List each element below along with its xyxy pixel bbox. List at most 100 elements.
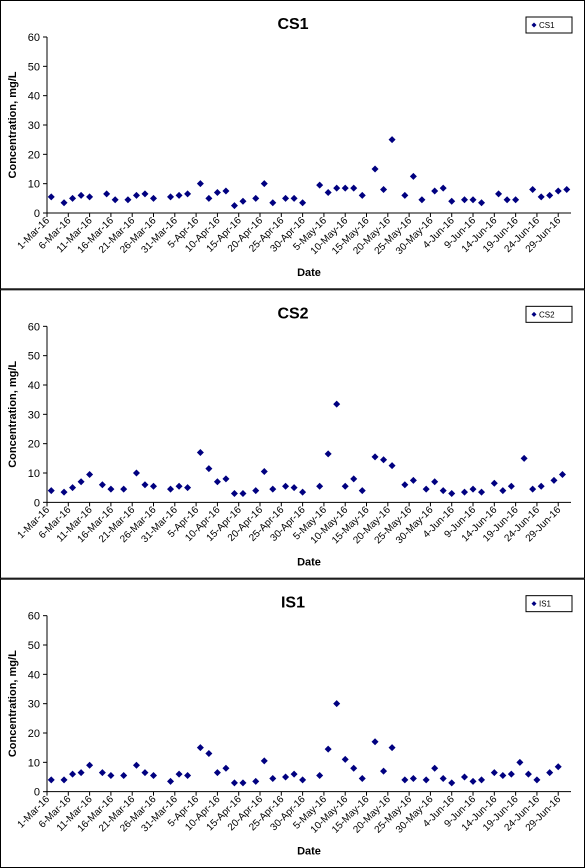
data-point <box>282 194 290 202</box>
data-point <box>60 199 68 207</box>
data-point <box>124 196 132 204</box>
data-point <box>422 485 430 493</box>
y-axis-title: Concentration, mg/L <box>7 71 19 178</box>
data-point <box>388 744 396 752</box>
data-point <box>290 484 298 492</box>
data-point <box>239 490 247 498</box>
legend-marker <box>531 601 537 607</box>
data-point <box>111 196 119 204</box>
data-point <box>324 188 332 196</box>
data-point <box>324 450 332 458</box>
data-point <box>98 481 106 489</box>
data-point <box>448 197 456 205</box>
data-point <box>401 481 409 489</box>
data-point <box>150 772 158 780</box>
data-point <box>60 776 68 784</box>
data-point <box>260 757 268 765</box>
data-point <box>175 191 183 199</box>
data-point <box>431 187 439 195</box>
data-point <box>388 462 396 470</box>
legend-box <box>525 305 573 323</box>
data-point <box>460 196 468 204</box>
data-point <box>350 764 358 772</box>
data-point <box>69 484 77 492</box>
data-point <box>478 776 486 784</box>
chart-title: CS2 <box>277 305 308 322</box>
y-tick-label: 10 <box>28 757 40 769</box>
data-point <box>230 202 238 210</box>
y-tick-label: 60 <box>28 32 40 44</box>
y-tick-label: 60 <box>28 611 40 623</box>
chart-title: CS1 <box>277 16 308 33</box>
data-point <box>205 465 213 473</box>
data-point <box>213 769 221 777</box>
chart-panel: CS201020304050601-Mar-166-Mar-1611-Mar-1… <box>0 289 585 579</box>
legend-label: CS2 <box>539 310 555 319</box>
data-point <box>422 776 430 784</box>
y-tick-label: 20 <box>28 149 40 161</box>
data-point <box>439 487 447 495</box>
y-tick-label: 0 <box>34 787 40 799</box>
panel-border <box>0 289 585 579</box>
data-point <box>269 485 277 493</box>
data-point <box>316 772 324 780</box>
data-point <box>341 184 349 192</box>
data-point <box>60 488 68 496</box>
data-point <box>409 774 417 782</box>
data-point <box>69 194 77 202</box>
legend-label: CS1 <box>539 21 555 30</box>
data-point <box>47 776 55 784</box>
data-point <box>205 750 213 758</box>
data-point <box>252 777 260 785</box>
data-point <box>86 761 94 769</box>
data-point <box>563 186 571 194</box>
data-point <box>520 454 528 462</box>
data-point <box>558 470 566 478</box>
chart-panel: IS101020304050601-Mar-166-Mar-1611-Mar-1… <box>0 578 585 868</box>
data-point <box>401 776 409 784</box>
data-point <box>380 186 388 194</box>
legend-box <box>525 16 573 34</box>
data-point <box>167 193 175 201</box>
legend-marker <box>531 311 537 317</box>
data-point <box>230 779 238 787</box>
data-point <box>512 196 520 204</box>
data-point <box>239 197 247 205</box>
data-point <box>554 187 562 195</box>
data-point <box>350 475 358 483</box>
data-point <box>269 774 277 782</box>
y-axis-title: Concentration, mg/L <box>7 361 19 468</box>
data-point <box>175 482 183 490</box>
y-tick-label: 10 <box>28 179 40 191</box>
data-point <box>252 194 260 202</box>
data-point <box>196 180 204 188</box>
data-point <box>132 761 140 769</box>
data-point <box>107 772 115 780</box>
data-point <box>439 184 447 192</box>
data-point <box>175 770 183 778</box>
data-point <box>388 136 396 144</box>
y-tick-label: 50 <box>28 640 40 652</box>
legend-marker <box>531 22 537 28</box>
data-point <box>120 772 128 780</box>
y-tick-label: 40 <box>28 91 40 103</box>
legend-label: IS1 <box>539 600 552 609</box>
data-point <box>371 738 379 746</box>
y-tick-label: 40 <box>28 380 40 392</box>
data-point <box>358 774 366 782</box>
data-point <box>537 193 545 201</box>
data-point <box>184 772 192 780</box>
data-point <box>98 769 106 777</box>
y-axis-title: Concentration, mg/L <box>7 650 19 757</box>
data-point <box>478 488 486 496</box>
y-tick-label: 50 <box>28 61 40 73</box>
x-axis-title: Date <box>297 556 321 568</box>
data-point <box>222 187 230 195</box>
data-point <box>141 190 149 198</box>
data-point <box>490 769 498 777</box>
data-point <box>341 482 349 490</box>
data-point <box>260 180 268 188</box>
data-point <box>439 774 447 782</box>
data-point <box>316 482 324 490</box>
